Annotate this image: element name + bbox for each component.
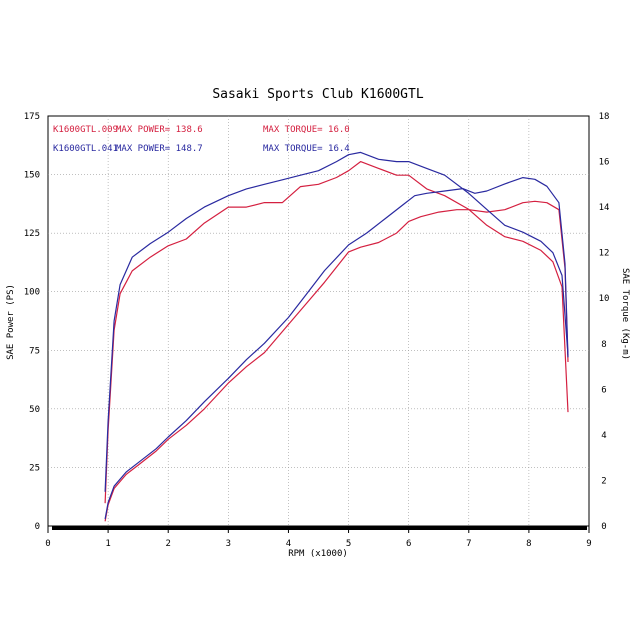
y-right-tick-label: 4 <box>601 431 606 441</box>
y-right-tick-label: 14 <box>599 203 610 213</box>
power-line-2 <box>104 177 569 520</box>
legend-max-power-1: MAX POWER= 138.6 <box>116 125 203 135</box>
legend-run-name-1: K1600GTL.009 <box>53 125 118 135</box>
y-right-tick-label: 2 <box>601 476 606 486</box>
x-tick-label: 0 <box>45 539 50 549</box>
torque-line-1 <box>104 161 569 504</box>
chart-title: Sasaki Sports Club K1600GTL <box>212 87 423 102</box>
y-right-tick-label: 16 <box>599 158 610 168</box>
y-left-tick-label: 0 <box>35 522 40 532</box>
y-left-tick-label: 175 <box>24 112 40 122</box>
x-tick-label: 3 <box>226 539 231 549</box>
x-tick-label: 5 <box>346 539 351 549</box>
legend-max-torque-1: MAX TORQUE= 16.0 <box>263 125 350 135</box>
legend-run-name-2: K1600GTL.041 <box>53 144 118 154</box>
legend-max-power-2: MAX POWER= 148.7 <box>116 144 203 154</box>
y-left-tick-label: 25 <box>29 463 40 473</box>
y-left-tick-label: 150 <box>24 171 40 181</box>
x-tick-label: 4 <box>286 539 291 549</box>
y-right-tick-label: 8 <box>601 340 606 350</box>
y-right-tick-label: 12 <box>599 249 610 259</box>
y-left-tick-label: 75 <box>29 346 40 356</box>
legend: K1600GTL.009 MAX POWER= 138.6 MAX TORQUE… <box>53 125 350 154</box>
x-axis-title: RPM (x1000) <box>288 549 348 559</box>
y-left-tick-label: 100 <box>24 288 40 298</box>
y-left-tick-label: 125 <box>24 229 40 239</box>
y-right-tick-label: 10 <box>599 294 610 304</box>
y-right-axis-title: SAE Torque (Kg-m) <box>620 268 630 360</box>
x-tick-label: 6 <box>406 539 411 549</box>
x-axis-bar <box>52 526 587 530</box>
torque-line-2 <box>104 151 569 492</box>
x-tick-label: 2 <box>166 539 171 549</box>
plot-frame <box>47 115 590 527</box>
tick-labels: 0 1 2 3 4 5 6 7 8 9025507510012515017502468101214… <box>24 112 610 549</box>
x-tick-label: 1 <box>105 539 110 549</box>
grid-lines <box>48 116 589 526</box>
x-tick-label: 7 <box>466 539 471 549</box>
y-right-tick-label: 6 <box>601 385 606 395</box>
legend-max-torque-2: MAX TORQUE= 16.4 <box>263 144 350 154</box>
series-lines <box>104 151 569 522</box>
y-right-tick-label: 18 <box>599 112 610 122</box>
x-tick-label: 9 <box>586 539 591 549</box>
y-right-tick-label: 0 <box>601 522 606 532</box>
power-line-1 <box>104 200 569 522</box>
y-left-tick-label: 50 <box>29 405 40 415</box>
x-tick-label: 8 <box>526 539 531 549</box>
y-left-axis-title: SAE Power (PS) <box>6 284 16 360</box>
